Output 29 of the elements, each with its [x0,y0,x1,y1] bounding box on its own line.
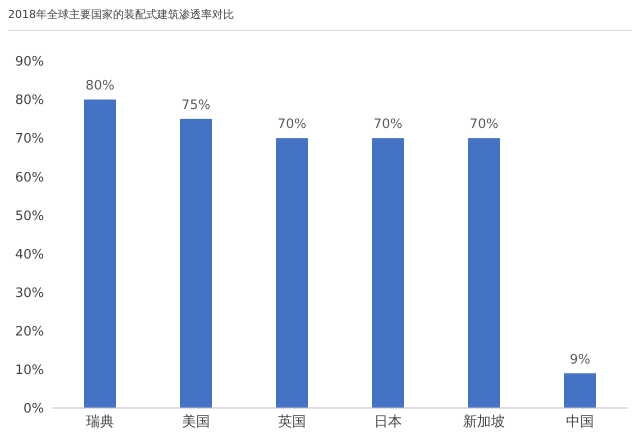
data-label: 75% [182,98,210,113]
bar [180,118,212,408]
x-tick-label: 新加坡 [463,414,505,430]
y-tick-label: 70% [15,132,44,147]
x-tick-label: 中国 [566,414,594,430]
bar [564,373,596,408]
y-tick-label: 30% [15,286,44,301]
data-label: 9% [570,352,590,368]
y-tick-label: 0% [23,402,44,417]
x-tick-label: 日本 [374,414,402,430]
data-label: 80% [86,78,114,94]
data-label: 70% [470,117,498,132]
data-label: 70% [374,117,402,132]
bar [372,138,404,408]
y-tick-label: 80% [15,93,44,108]
y-tick-label: 60% [15,170,44,186]
x-tick-label: 美国 [182,414,210,430]
chart-title: 2018年全球主要国家的装配式建筑渗透率对比 [8,8,235,23]
data-label: 70% [278,117,306,132]
y-tick-label: 50% [15,208,44,224]
x-tick-label: 瑞典 [86,414,114,430]
y-tick-label: 90% [15,54,44,70]
x-tick-label: 英国 [278,414,306,430]
bar [276,138,308,408]
y-tick-label: 10% [15,363,44,378]
y-tick-label: 40% [15,247,44,262]
y-tick-label: 20% [15,324,44,340]
bar [468,138,500,408]
bar [84,100,116,408]
